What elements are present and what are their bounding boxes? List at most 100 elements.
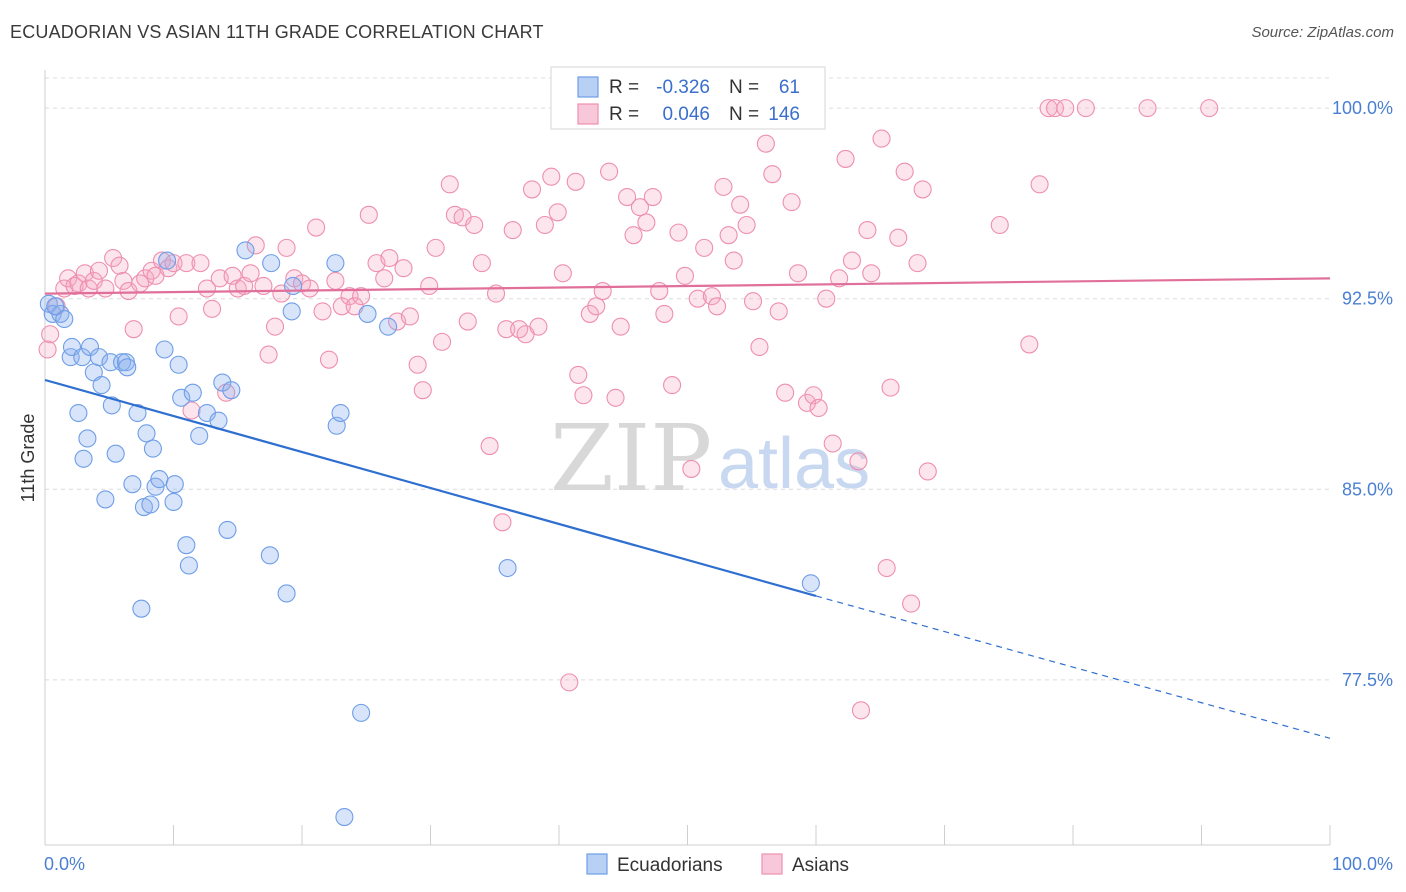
ecuadorian-point-39: [190, 426, 209, 445]
asian-point-13: [110, 256, 129, 275]
asian-point-119: [776, 383, 795, 402]
legend-r-label-asians: R =: [609, 104, 639, 125]
asian-point-24: [169, 307, 188, 326]
asian-point-133: [862, 264, 881, 283]
ecuadorian-point-53: [331, 403, 350, 423]
asian-point-127: [830, 269, 849, 288]
asian-point-39: [265, 317, 285, 336]
asian-point-11: [96, 279, 115, 298]
legend-swatch-ecuadorians: [577, 76, 599, 98]
asian-point-86: [569, 365, 588, 384]
asian-point-113: [737, 215, 756, 235]
legend-n-label-ecuadorians: N =: [729, 77, 759, 98]
asian-point-0: [38, 340, 57, 359]
asian-point-53: [359, 205, 378, 224]
asian-point-107: [702, 287, 721, 306]
asian-point-47: [319, 350, 339, 369]
ecuadorian-point-14: [96, 490, 115, 509]
stats-legend: R = -0.326 N = 61 R = 0.046 N = 146: [550, 66, 826, 130]
asian-point-10: [89, 261, 109, 280]
asian-point-112: [731, 195, 750, 214]
ecuadorian-point-44: [222, 381, 241, 400]
asian-point-71: [480, 437, 499, 456]
asian-point-104: [682, 459, 701, 478]
asian-point-136: [881, 378, 900, 397]
asian-point-145: [1030, 175, 1049, 194]
ecuadorian-point-49: [282, 302, 301, 321]
asian-point-137: [889, 228, 908, 247]
asian-point-96: [630, 198, 650, 217]
ecuadorian-point-38: [183, 383, 202, 402]
asian-point-68: [458, 312, 477, 331]
asian-point-121: [788, 264, 808, 283]
asian-point-60: [408, 355, 427, 374]
asian-point-62: [420, 276, 439, 296]
asian-point-25: [177, 254, 196, 273]
ecuadorian-point-51: [326, 254, 345, 273]
asian-point-124: [809, 398, 828, 418]
asian-point-120: [782, 193, 801, 212]
asian-point-149: [1076, 99, 1095, 118]
asian-point-139: [902, 594, 921, 613]
asian-point-148: [1056, 99, 1075, 118]
asian-point-46: [313, 302, 332, 321]
series-legend: Ecuadorians Asians: [586, 853, 849, 876]
asian-point-4: [59, 269, 78, 288]
x-tick-label-max: 100.0%: [1332, 854, 1393, 874]
asian-point-122: [797, 393, 817, 412]
asian-point-12: [104, 248, 123, 268]
asian-point-85: [566, 172, 585, 191]
asian-point-38: [259, 345, 278, 364]
asian-point-109: [714, 177, 733, 196]
asian-point-31: [217, 383, 236, 402]
asian-point-108: [708, 297, 727, 316]
ecuadorian-point-35: [172, 388, 191, 407]
ecuadorian-point-10: [80, 337, 100, 357]
asian-point-26: [182, 401, 201, 420]
ecuadorian-point-8: [74, 449, 93, 468]
asian-point-118: [769, 302, 788, 321]
asian-point-91: [600, 162, 619, 181]
ecuadorian-point-12: [89, 348, 109, 367]
asian-point-70: [472, 254, 491, 273]
asian-point-126: [823, 434, 842, 453]
asian-point-84: [560, 673, 579, 692]
asian-point-98: [643, 187, 662, 207]
ecuadorian-point-48: [277, 584, 296, 603]
ecuadorian-point-16: [102, 396, 121, 415]
ecuadorian-point-6: [69, 403, 88, 423]
series-asians: [38, 99, 1219, 720]
asian-point-36: [246, 236, 265, 255]
asian-point-44: [300, 279, 319, 298]
ecuadorian-point-37: [179, 556, 198, 575]
legend-r-value-asians: 0.046: [662, 104, 710, 125]
asian-point-55: [375, 269, 394, 288]
ecuadorian-point-47: [262, 254, 281, 273]
ecuadorian-point-26: [141, 495, 160, 514]
asian-point-144: [1020, 335, 1039, 354]
asian-point-103: [675, 266, 694, 285]
ecuadorian-point-60: [46, 297, 65, 316]
asian-point-89: [587, 297, 606, 316]
asian-point-27: [191, 254, 210, 273]
asian-point-48: [326, 271, 345, 290]
asian-point-131: [851, 701, 871, 720]
asian-point-29: [203, 299, 222, 318]
bottom-legend-swatch-ecuadorians: [586, 853, 608, 875]
grid-lines: [45, 77, 1330, 681]
ecuadorian-point-59: [801, 574, 820, 593]
asian-point-106: [695, 238, 714, 257]
y-tick-label-2: 92.5%: [1342, 289, 1393, 309]
ecuadorian-point-27: [143, 439, 162, 458]
asian-point-135: [877, 558, 896, 578]
asian-point-93: [611, 317, 630, 336]
asian-point-132: [858, 221, 877, 240]
ecuadorian-point-20: [118, 358, 137, 377]
ecuadorian-point-56: [358, 304, 377, 323]
asian-point-97: [637, 213, 656, 232]
asian-point-58: [394, 259, 413, 278]
chart-title: ECUADORIAN VS ASIAN 11TH GRADE CORRELATI…: [10, 22, 544, 42]
asian-point-115: [750, 337, 769, 357]
asian-point-141: [913, 180, 932, 199]
asian-point-6: [69, 274, 88, 293]
